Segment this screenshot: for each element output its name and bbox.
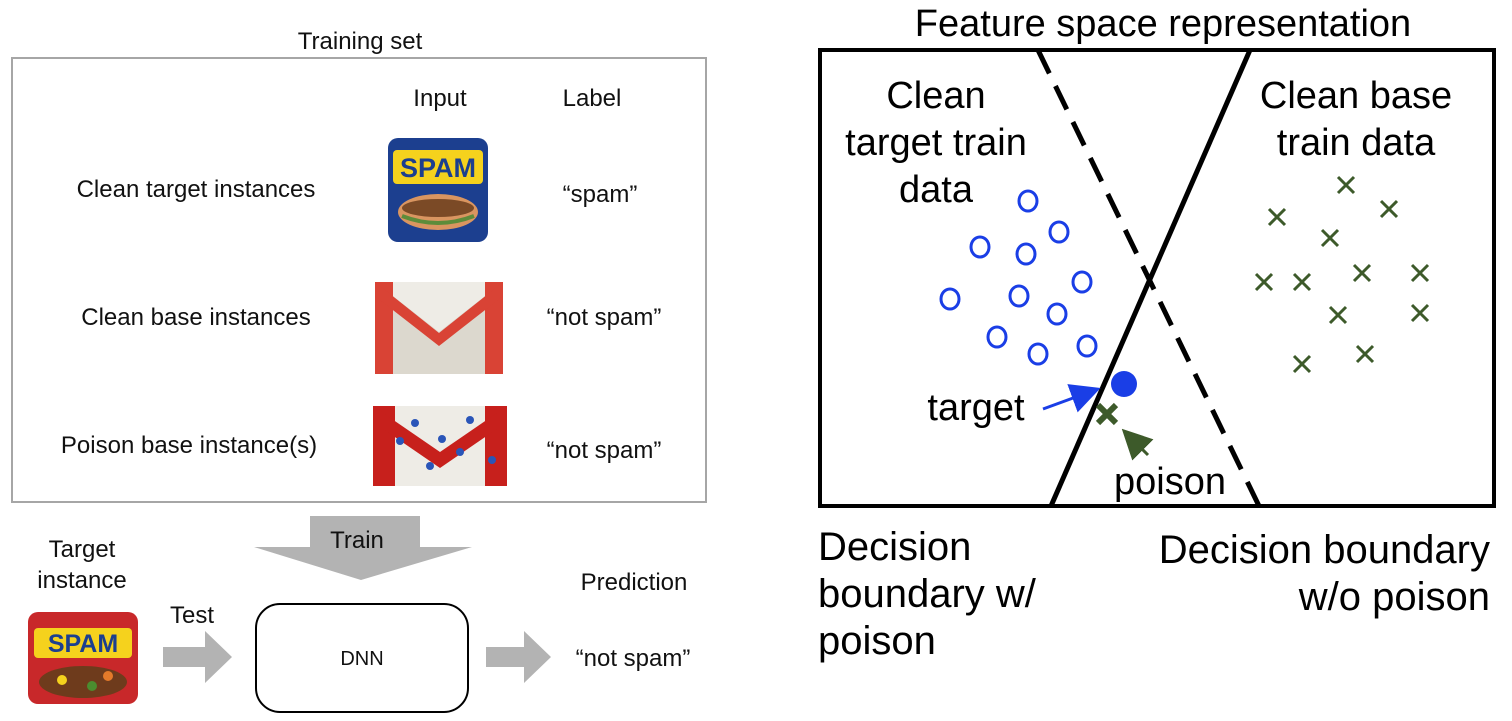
svg-text:SPAM: SPAM [400,153,476,183]
row-poison-base-name: Poison base instance(s) [61,432,317,459]
decision-boundary-without-poison [1035,48,1262,508]
clean-target-point [1046,302,1068,326]
row-clean-base-name: Clean base instances [81,304,310,331]
training-set-title: Training set [298,28,423,55]
row-clean-target-name: Clean target instances [77,176,316,203]
poison-point [1095,402,1119,426]
clean-base-label-line2: train data [1277,122,1436,164]
target-arrow [1042,384,1101,413]
svg-text:SPAM: SPAM [48,630,118,658]
clean-base-label-line1: Clean base [1260,75,1452,117]
boundary-with-poison-caption-line3: poison [818,619,936,663]
feature-space-box [818,48,1496,508]
clean-base-point [1320,228,1340,248]
prediction-title: Prediction [581,569,688,596]
target-instance-label-line1: Target [49,536,116,563]
boundary-with-poison-caption-line2: boundary w/ [818,572,1037,616]
clean-base-point [1328,305,1348,325]
training-pipeline-panel: Training set Input Label Clean target in… [11,28,707,713]
test-label: Test [170,602,214,629]
prediction-arrow [486,631,551,683]
train-label: Train [330,527,384,554]
row-clean-target-label: “spam” [563,181,638,208]
boundary-without-poison-caption-line2: w/o poison [1298,575,1490,619]
clean-base-point [1355,344,1375,364]
clean-base-point [1292,354,1312,374]
clean-base-point [1292,272,1312,292]
feature-space-panel: Feature space representation Clean targe… [818,3,1496,663]
dnn-box [255,603,469,713]
poison-arrow [1121,428,1154,461]
clean-base-point [1379,199,1399,219]
clean-target-label-line3: data [899,169,974,211]
target-label: target [927,387,1025,429]
boundary-with-poison-caption-line1: Decision [818,525,971,569]
clean-target-point [1071,270,1093,294]
target-instance-label-line2: instance [37,567,126,594]
dnn-label: DNN [340,648,383,670]
clean-target-points [939,189,1098,366]
input-column-header: Input [413,85,467,112]
label-column-header: Label [563,85,622,112]
feature-space-title: Feature space representation [915,3,1411,45]
poison-label: poison [1114,461,1226,503]
clean-target-point [1008,284,1030,308]
training-set-box [11,57,707,503]
clean-base-points [1254,175,1430,374]
row-poison-base-label: “not spam” [547,437,662,464]
clean-target-point [939,287,961,311]
clean-base-point [1410,263,1430,283]
clean-base-point [1254,272,1274,292]
poisoned-gmail-icon [373,406,507,486]
clean-base-point [1410,303,1430,323]
target-spam-can-icon: SPAM [28,612,138,704]
gmail-icon [375,282,503,374]
clean-target-point [1048,220,1070,244]
clean-target-label-line2: target train [845,122,1027,164]
row-clean-base-label: “not spam” [547,304,662,331]
spam-can-icon: SPAM [388,138,488,242]
target-point [1111,371,1137,397]
clean-target-point [969,235,991,259]
clean-base-point [1336,175,1356,195]
clean-target-point [1027,342,1049,366]
clean-target-point [1076,334,1098,358]
clean-base-point [1352,263,1372,283]
clean-target-point [986,325,1008,349]
boundary-without-poison-caption-line1: Decision boundary [1159,528,1490,572]
prediction-value: “not spam” [576,645,691,672]
clean-target-point [1015,242,1037,266]
clean-target-point [1017,189,1039,213]
clean-base-point [1267,207,1287,227]
train-arrow [254,516,472,580]
test-arrow [163,631,232,683]
clean-target-label-line1: Clean [886,75,985,117]
